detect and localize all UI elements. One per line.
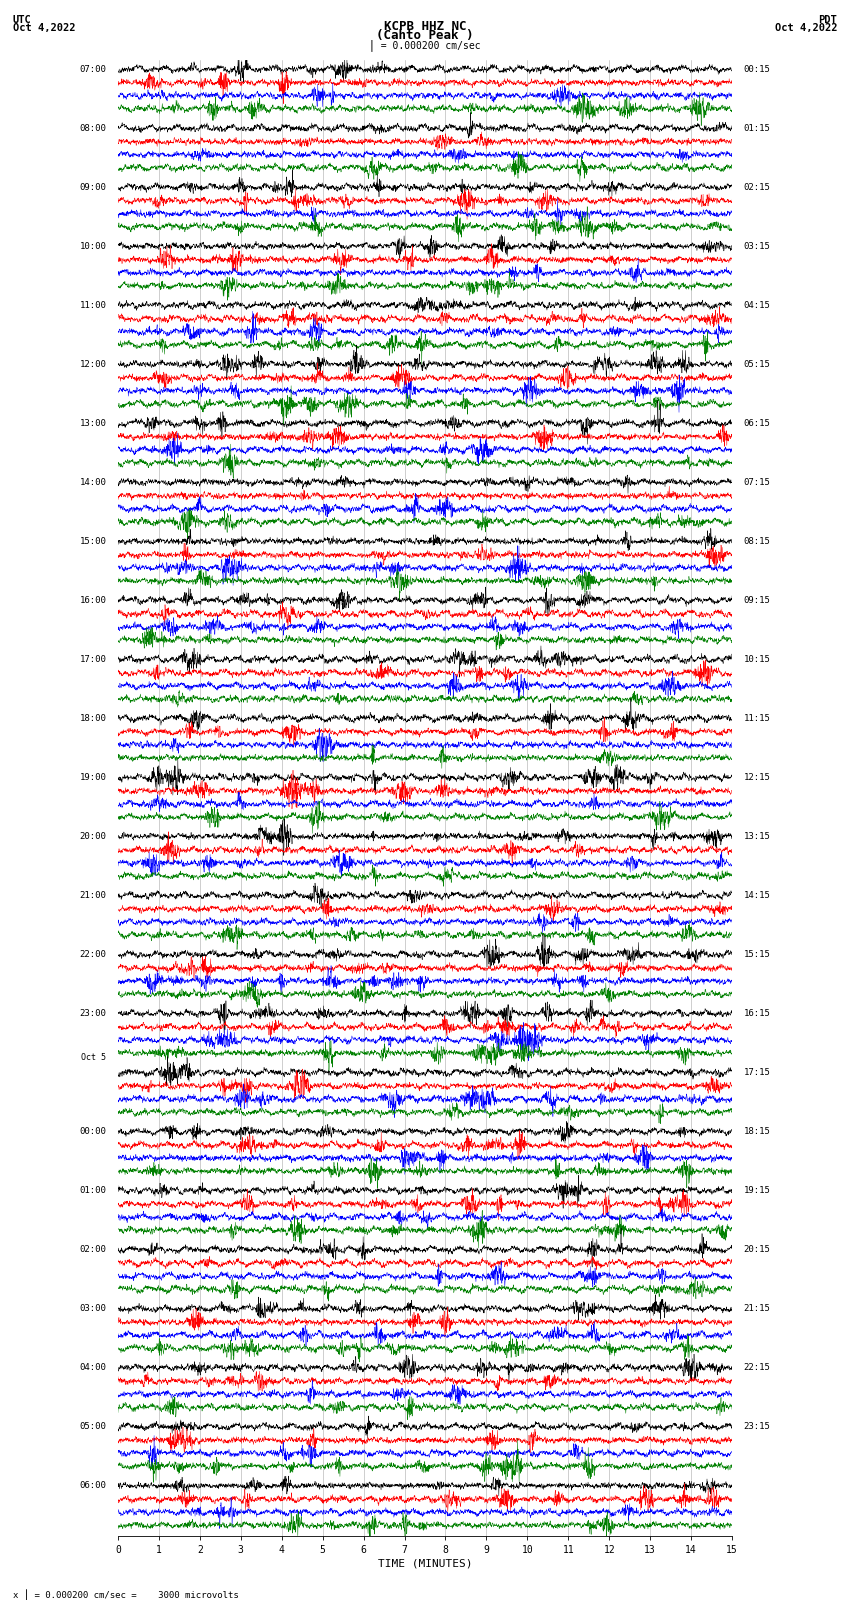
Text: ⎮ = 0.000200 cm/sec: ⎮ = 0.000200 cm/sec <box>369 39 481 50</box>
Text: 13:15: 13:15 <box>744 832 770 840</box>
Text: 02:00: 02:00 <box>80 1245 106 1253</box>
X-axis label: TIME (MINUTES): TIME (MINUTES) <box>377 1560 473 1569</box>
Text: 10:15: 10:15 <box>744 655 770 665</box>
Text: Oct 5: Oct 5 <box>82 1053 106 1063</box>
Text: 10:00: 10:00 <box>80 242 106 250</box>
Text: 19:00: 19:00 <box>80 773 106 782</box>
Text: 06:00: 06:00 <box>80 1481 106 1490</box>
Text: 13:00: 13:00 <box>80 419 106 427</box>
Text: KCPB HHZ NC: KCPB HHZ NC <box>383 19 467 34</box>
Text: 15:00: 15:00 <box>80 537 106 545</box>
Text: 09:15: 09:15 <box>744 595 770 605</box>
Text: 17:00: 17:00 <box>80 655 106 665</box>
Text: 15:15: 15:15 <box>744 950 770 958</box>
Text: UTC: UTC <box>13 15 31 24</box>
Text: Oct 4,2022: Oct 4,2022 <box>13 23 76 32</box>
Text: 08:00: 08:00 <box>80 124 106 132</box>
Text: 23:00: 23:00 <box>80 1008 106 1018</box>
Text: 11:00: 11:00 <box>80 300 106 310</box>
Text: 20:00: 20:00 <box>80 832 106 840</box>
Text: 04:15: 04:15 <box>744 300 770 310</box>
Text: 22:00: 22:00 <box>80 950 106 958</box>
Text: 03:15: 03:15 <box>744 242 770 250</box>
Text: 19:15: 19:15 <box>744 1186 770 1195</box>
Text: 07:15: 07:15 <box>744 477 770 487</box>
Text: 05:00: 05:00 <box>80 1423 106 1431</box>
Text: 14:00: 14:00 <box>80 477 106 487</box>
Text: 01:00: 01:00 <box>80 1186 106 1195</box>
Text: 03:00: 03:00 <box>80 1303 106 1313</box>
Text: 02:15: 02:15 <box>744 182 770 192</box>
Text: Oct 4,2022: Oct 4,2022 <box>774 23 837 32</box>
Text: 09:00: 09:00 <box>80 182 106 192</box>
Text: 00:15: 00:15 <box>744 65 770 74</box>
Text: 00:00: 00:00 <box>80 1127 106 1136</box>
Text: 22:15: 22:15 <box>744 1363 770 1373</box>
Text: 16:00: 16:00 <box>80 595 106 605</box>
Text: 12:15: 12:15 <box>744 773 770 782</box>
Text: 18:15: 18:15 <box>744 1127 770 1136</box>
Text: 21:15: 21:15 <box>744 1303 770 1313</box>
Text: 05:15: 05:15 <box>744 360 770 369</box>
Text: 01:15: 01:15 <box>744 124 770 132</box>
Text: 18:00: 18:00 <box>80 715 106 723</box>
Text: 23:15: 23:15 <box>744 1423 770 1431</box>
Text: 08:15: 08:15 <box>744 537 770 545</box>
Text: 12:00: 12:00 <box>80 360 106 369</box>
Text: 14:15: 14:15 <box>744 890 770 900</box>
Text: 04:00: 04:00 <box>80 1363 106 1373</box>
Text: (Cahto Peak ): (Cahto Peak ) <box>377 29 473 42</box>
Text: 21:00: 21:00 <box>80 890 106 900</box>
Text: PDT: PDT <box>819 15 837 24</box>
Text: x ⎮ = 0.000200 cm/sec =    3000 microvolts: x ⎮ = 0.000200 cm/sec = 3000 microvolts <box>13 1589 239 1600</box>
Text: 17:15: 17:15 <box>744 1068 770 1077</box>
Text: 20:15: 20:15 <box>744 1245 770 1253</box>
Text: 16:15: 16:15 <box>744 1008 770 1018</box>
Text: 06:15: 06:15 <box>744 419 770 427</box>
Text: 11:15: 11:15 <box>744 715 770 723</box>
Text: 07:00: 07:00 <box>80 65 106 74</box>
